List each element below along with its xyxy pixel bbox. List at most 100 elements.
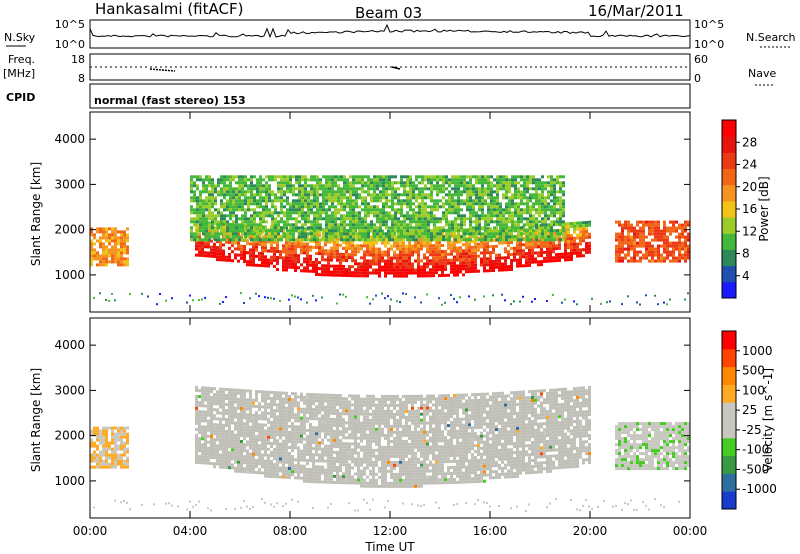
heatmap-cell (381, 253, 384, 257)
heatmap-cell (333, 270, 336, 274)
heatmap-cell (237, 442, 240, 446)
heatmap-cell (388, 175, 391, 179)
power-colorbar-label: Power [dB] (757, 176, 771, 241)
heatmap-cell (651, 238, 654, 242)
heatmap-cell (430, 214, 433, 218)
heatmap-cell (264, 423, 267, 427)
heatmap-cell (244, 202, 247, 206)
heatmap-cell (258, 435, 261, 439)
heatmap-cell (439, 217, 442, 221)
heatmap-cell (361, 226, 364, 230)
heatmap-cell (333, 267, 336, 271)
heatmap-cell (222, 301, 224, 303)
heatmap-cell (627, 241, 630, 245)
heatmap-cell (264, 264, 267, 268)
heatmap-cell (223, 187, 226, 191)
heatmap-cell (469, 223, 472, 227)
heatmap-cell (258, 242, 261, 246)
heatmap-cell (427, 187, 430, 191)
heatmap-cell (93, 242, 96, 246)
heatmap-cell (469, 211, 472, 215)
heatmap-cell (343, 226, 346, 230)
heatmap-cell (264, 234, 267, 238)
heatmap-cell (406, 214, 409, 218)
heatmap-cell (201, 245, 204, 248)
heatmap-cell (105, 248, 108, 252)
heatmap-cell (249, 257, 252, 261)
heatmap-cell (108, 254, 111, 258)
heatmap-cell (402, 268, 405, 272)
heatmap-cell (267, 465, 270, 469)
heatmap-cell (484, 223, 487, 227)
heatmap-cell (397, 238, 400, 242)
heatmap-cell (481, 196, 484, 200)
heatmap-cell (544, 238, 547, 242)
heatmap-cell (558, 246, 561, 250)
heatmap-cell (364, 205, 367, 209)
heatmap-cell (355, 199, 358, 203)
heatmap-cell (258, 462, 261, 466)
heatmap-cell (316, 223, 319, 227)
heatmap-cell (474, 266, 477, 270)
heatmap-cell (505, 208, 508, 212)
heatmap-cell (406, 184, 409, 188)
heatmap-cell (264, 447, 267, 451)
heatmap-cell (433, 178, 436, 182)
heatmap-cell (544, 181, 547, 185)
heatmap-cell (289, 217, 292, 221)
heatmap-cell (277, 223, 280, 227)
heatmap-cell (105, 299, 107, 301)
heatmap-cell (228, 430, 231, 434)
heatmap-cell (216, 429, 219, 433)
heatmap-cell (229, 196, 232, 200)
heatmap-cell (322, 235, 325, 239)
heatmap-cell (241, 193, 244, 197)
heatmap-cell (576, 233, 579, 237)
heatmap-cell (256, 184, 259, 188)
heatmap-cell (243, 413, 246, 417)
heatmap-cell (412, 208, 415, 212)
heatmap-cell (204, 431, 207, 435)
heatmap-cell (259, 226, 262, 230)
heatmap-cell (684, 253, 687, 257)
heatmap-cell (274, 235, 277, 239)
heatmap-cell (672, 247, 675, 251)
heatmap-cell (204, 416, 207, 420)
heatmap-cell (238, 235, 241, 239)
heatmap-cell (544, 187, 547, 191)
heatmap-cell (229, 217, 232, 221)
heatmap-cell (237, 451, 240, 455)
heatmap-cell (273, 249, 276, 253)
heatmap-cell (520, 232, 523, 236)
heatmap-cell (229, 190, 232, 194)
heatmap-cell (385, 199, 388, 203)
heatmap-cell (445, 223, 448, 227)
heatmap-cell (300, 245, 303, 249)
heatmap-cell (559, 223, 562, 227)
heatmap-cell (564, 243, 567, 247)
heatmap-cell (340, 193, 343, 197)
heatmap-cell (493, 226, 496, 230)
heatmap-cell (361, 223, 364, 227)
heatmap-cell (567, 234, 570, 238)
heatmap-cell (340, 220, 343, 224)
heatmap-cell (234, 241, 237, 245)
heatmap-cell (451, 205, 454, 209)
heatmap-cell (294, 248, 297, 251)
heatmap-cell (264, 240, 267, 244)
heatmap-cell (573, 242, 576, 246)
heatmap-cell (615, 232, 618, 236)
heatmap-cell (396, 268, 399, 272)
heatmap-cell (225, 454, 228, 457)
heatmap-cell (267, 249, 270, 253)
colorbar-swatch (722, 200, 736, 218)
heatmap-cell (277, 181, 280, 185)
heatmap-cell (403, 184, 406, 188)
heatmap-cell (313, 205, 316, 209)
heatmap-cell (462, 261, 465, 265)
heatmap-cell (216, 423, 219, 427)
heatmap-cell (382, 205, 385, 209)
heatmap-cell (249, 416, 252, 420)
heatmap-cell (291, 244, 294, 248)
freq-series-mark (391, 66, 401, 70)
